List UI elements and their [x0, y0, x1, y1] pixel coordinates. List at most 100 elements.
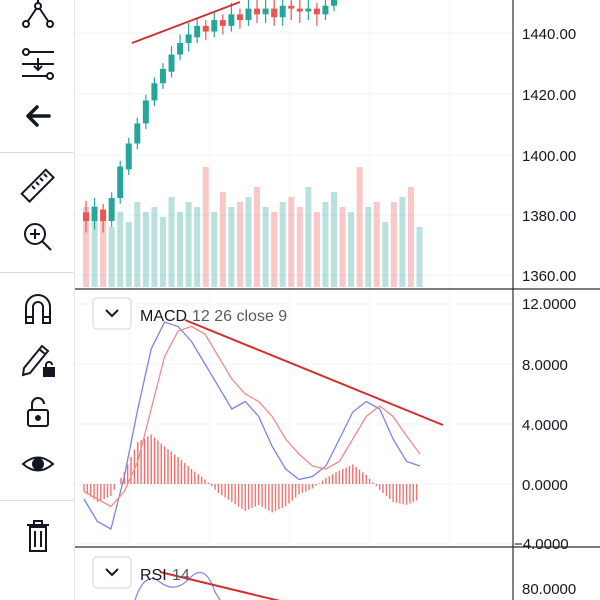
volume-bar: [296, 207, 303, 287]
volume-bar: [288, 197, 295, 287]
volume-bar: [185, 202, 192, 287]
macd-line: [83, 321, 421, 530]
volume-bar: [142, 212, 149, 287]
price-tick: 1420.00: [522, 87, 576, 104]
volume-bar: [373, 202, 380, 287]
toolbar-divider: [0, 272, 74, 273]
lock-drawings-icon[interactable]: [14, 338, 62, 382]
pattern-tool-icon[interactable]: [14, 0, 62, 32]
ruler-icon[interactable]: [14, 164, 62, 208]
grid-lines: [75, 0, 513, 547]
price-candles: [83, 0, 337, 233]
chevron-down-icon: [105, 568, 119, 577]
candle-body: [185, 34, 192, 44]
candle-body: [331, 0, 337, 6]
fib-tool-icon[interactable]: [14, 42, 62, 86]
volume-bar: [91, 217, 98, 287]
candle-body: [236, 14, 243, 21]
rsi-line: [134, 571, 221, 600]
volume-bar: [159, 217, 166, 287]
price-tick: 1440.00: [522, 26, 576, 43]
candle-body: [108, 198, 115, 221]
volume-bar: [100, 212, 107, 287]
unlock-icon[interactable]: [14, 390, 62, 434]
candle-body: [177, 43, 184, 55]
volume-bar: [117, 212, 124, 287]
candle-body: [296, 8, 303, 12]
volume-bar: [254, 187, 261, 287]
toolbar-divider: [0, 500, 74, 501]
collapse-rsi-button[interactable]: [92, 556, 132, 589]
chart-canvas[interactable]: 1440.00 1420.00 1400.00 1380.00 1360.00 …: [75, 0, 600, 600]
volume-bar: [365, 207, 372, 287]
candle-body: [219, 20, 226, 26]
rsi-pane: [134, 571, 221, 600]
volume-bar: [279, 202, 286, 287]
volume-bar: [125, 222, 132, 287]
volume-bar: [168, 197, 175, 287]
rsi-tick: 80.0000: [522, 581, 576, 598]
rsi-params: 14: [172, 567, 190, 584]
collapse-macd-button[interactable]: [92, 297, 132, 330]
candle-body: [142, 100, 149, 124]
candle-body: [134, 123, 141, 144]
volume-bar: [407, 187, 414, 287]
zoom-in-icon[interactable]: [14, 215, 62, 259]
candle-body: [194, 25, 201, 38]
candle-body: [322, 5, 329, 15]
rsi-name: RSI: [140, 567, 167, 584]
volume-bar: [322, 202, 329, 287]
volume-bar: [108, 227, 115, 287]
candle-body: [254, 8, 261, 15]
candle-body: [202, 25, 209, 32]
signal-line: [83, 325, 421, 508]
candle-body: [288, 5, 295, 9]
volume-bar: [202, 167, 209, 287]
candle-body: [83, 212, 89, 221]
back-arrow-icon[interactable]: [14, 94, 62, 138]
volume-bar: [313, 212, 320, 287]
volume-bar: [390, 202, 397, 287]
rsi-trendline[interactable]: [159, 571, 281, 600]
macd-histogram: [83, 434, 418, 513]
macd-lines: [83, 321, 421, 530]
trash-icon[interactable]: [14, 514, 62, 558]
candle-body: [151, 83, 158, 101]
volume-bar: [339, 207, 346, 287]
volume-bar: [348, 212, 355, 287]
candle-body: [279, 5, 286, 18]
candle-body: [211, 20, 218, 32]
eye-icon[interactable]: [14, 442, 62, 486]
volume-bar: [211, 212, 218, 287]
candle-body: [313, 8, 320, 15]
volume-bar: [236, 202, 243, 287]
macd-legend: MACD 12 26 close 9: [92, 297, 287, 330]
volume-bars: [83, 167, 423, 287]
rsi-axis[interactable]: 80.0000: [522, 581, 576, 598]
volume-bar: [356, 167, 363, 287]
macd-tick: 0.0000: [522, 477, 568, 494]
candle-body: [228, 14, 235, 26]
toolbar-divider: [0, 152, 74, 153]
price-trendline[interactable]: [131, 1, 241, 44]
macd-params: 12 26 close 9: [192, 308, 287, 325]
macd-axis[interactable]: 12.0000 8.0000 4.0000 0.0000 −4.0000: [514, 296, 576, 553]
magnet-icon[interactable]: [14, 287, 62, 331]
chevron-down-icon: [105, 309, 119, 318]
price-tick: 1360.00: [522, 268, 576, 285]
macd-tick: −4.0000: [514, 536, 569, 553]
price-axis[interactable]: 1440.00 1420.00 1400.00 1380.00 1360.00: [522, 26, 576, 285]
volume-bar: [134, 202, 141, 287]
volume-bar: [228, 207, 235, 287]
volume-bar: [331, 192, 337, 287]
volume-bar: [194, 207, 201, 287]
price-tick: 1400.00: [522, 148, 576, 165]
candle-body: [245, 8, 252, 21]
volume-bar: [271, 212, 278, 287]
volume-bar: [382, 222, 389, 287]
volume-bar: [219, 192, 226, 287]
macd-trendline[interactable]: [184, 319, 444, 426]
candle-body: [100, 209, 107, 221]
volume-bar: [262, 207, 269, 287]
candle-body: [271, 8, 278, 18]
